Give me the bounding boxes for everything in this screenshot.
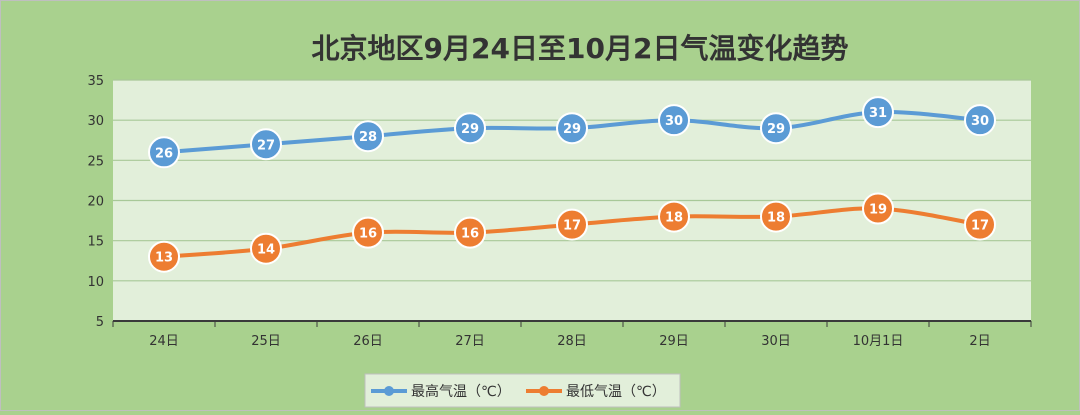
series-1: 13 14 16 16 17 18 18 19 17 <box>148 192 996 273</box>
x-tick-label: 25日 <box>251 334 281 349</box>
legend-box <box>364 373 681 408</box>
data-point <box>658 200 690 233</box>
data-label: 18 <box>767 211 785 226</box>
data-label: 17 <box>971 219 989 234</box>
data-point <box>658 104 690 137</box>
data-point <box>760 200 792 233</box>
data-label: 26 <box>155 146 173 161</box>
data-point <box>964 104 996 137</box>
legend: 最高气温（℃） 最低气温（℃） <box>364 373 681 408</box>
data-label: 30 <box>665 114 683 129</box>
y-tick-label: 20 <box>87 195 104 210</box>
data-point <box>148 136 180 169</box>
data-point <box>556 112 588 145</box>
data-label: 14 <box>257 243 275 258</box>
data-point <box>964 208 996 241</box>
data-point <box>862 192 894 225</box>
data-label: 17 <box>563 219 581 234</box>
x-tick-label: 10月1日 <box>853 334 904 349</box>
data-point <box>862 96 894 129</box>
x-tick-label: 27日 <box>455 334 485 349</box>
data-point <box>250 232 282 265</box>
x-tick-label: 26日 <box>353 334 383 349</box>
x-tick-label: 24日 <box>149 334 179 349</box>
legend-swatch-marker <box>384 386 394 396</box>
data-label: 28 <box>359 130 377 145</box>
data-label: 16 <box>359 227 377 242</box>
legend-label: 最低气温（℃） <box>566 384 666 400</box>
data-label: 16 <box>461 227 479 242</box>
series-0: 26 27 28 29 29 30 29 31 30 <box>148 96 996 169</box>
data-label: 31 <box>869 106 887 121</box>
legend-label: 最高气温（℃） <box>411 383 511 400</box>
data-point <box>760 112 792 145</box>
data-point <box>250 128 282 161</box>
y-tick-label: 25 <box>87 154 104 169</box>
data-label: 13 <box>155 251 173 266</box>
series-lines: 26 27 28 29 29 30 29 31 30 13 14 16 16 17 18 18 19 17 <box>148 96 996 273</box>
y-tick-label: 35 <box>87 74 104 89</box>
data-point <box>352 216 384 249</box>
y-tick-label: 5 <box>96 315 104 330</box>
data-point <box>352 120 384 153</box>
y-tick-label: 10 <box>87 275 104 290</box>
y-tick-label: 30 <box>87 114 104 129</box>
x-tick-label: 29日 <box>659 334 689 349</box>
x-tick-label: 30日 <box>761 334 791 349</box>
data-label: 27 <box>257 138 275 153</box>
axes: 5 10 15 20 25 30 35 24日 25日 26日 27日 28日 29日 30日 10月1日 2… <box>87 74 1032 349</box>
chart-title: 北京地区9月24日至10月2日气温变化趋势 <box>312 32 849 65</box>
data-point <box>556 208 588 241</box>
legend-swatch-marker <box>539 386 549 396</box>
data-point <box>454 112 486 145</box>
data-label: 29 <box>461 122 479 137</box>
data-point <box>454 216 486 249</box>
data-label: 29 <box>563 122 581 137</box>
x-tick-label: 2日 <box>969 334 990 349</box>
data-label: 18 <box>665 211 683 226</box>
y-tick-label: 15 <box>87 235 104 250</box>
x-tick-label: 28日 <box>557 334 587 349</box>
data-point <box>148 240 180 273</box>
data-label: 30 <box>971 114 989 129</box>
data-label: 19 <box>869 203 887 218</box>
data-label: 29 <box>767 122 785 137</box>
